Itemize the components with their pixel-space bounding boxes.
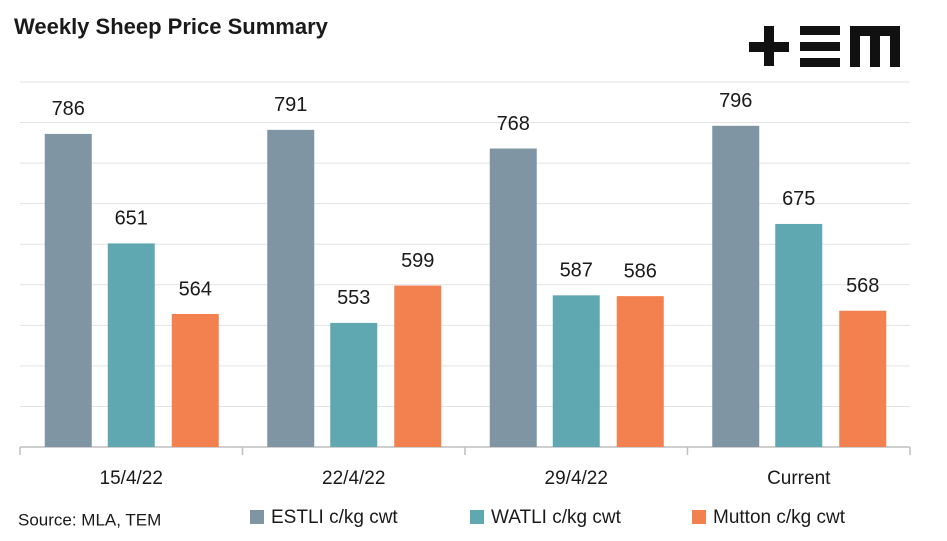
legend-swatch xyxy=(692,510,706,524)
bar xyxy=(330,322,378,447)
bar xyxy=(44,133,92,447)
data-label: 587 xyxy=(560,260,593,282)
x-tick-label: 22/4/22 xyxy=(322,468,385,489)
chart-title: Weekly Sheep Price Summary xyxy=(14,14,329,39)
logo xyxy=(749,26,900,67)
source-note: Source: MLA, TEM xyxy=(18,510,161,529)
data-label: 564 xyxy=(179,278,212,300)
bar xyxy=(394,285,442,447)
legend-swatch xyxy=(250,510,264,524)
data-label: 768 xyxy=(497,113,530,135)
bar xyxy=(712,125,760,448)
legend-label: WATLI c/kg cwt xyxy=(491,507,622,528)
data-label: 553 xyxy=(337,287,370,309)
bar xyxy=(775,223,823,447)
data-label: 675 xyxy=(782,188,815,210)
bar xyxy=(552,295,600,447)
data-label: 791 xyxy=(274,94,307,116)
x-tick-label: Current xyxy=(767,468,831,489)
data-label: 586 xyxy=(624,260,657,282)
bar xyxy=(489,148,537,447)
bar xyxy=(171,313,219,447)
legend-label: Mutton c/kg cwt xyxy=(713,507,846,528)
legend-swatch xyxy=(470,510,484,524)
data-label: 651 xyxy=(115,208,148,230)
data-label: 796 xyxy=(719,90,752,112)
x-tick-label: 29/4/22 xyxy=(545,468,608,489)
data-label: 568 xyxy=(846,275,879,297)
data-label: 599 xyxy=(401,250,434,272)
x-tick-label: 15/4/22 xyxy=(100,468,163,489)
bar xyxy=(107,243,155,447)
bar xyxy=(267,129,315,447)
data-label: 786 xyxy=(52,98,85,120)
bar xyxy=(616,296,664,447)
legend-label: ESTLI c/kg cwt xyxy=(271,507,398,528)
bar xyxy=(839,310,887,447)
